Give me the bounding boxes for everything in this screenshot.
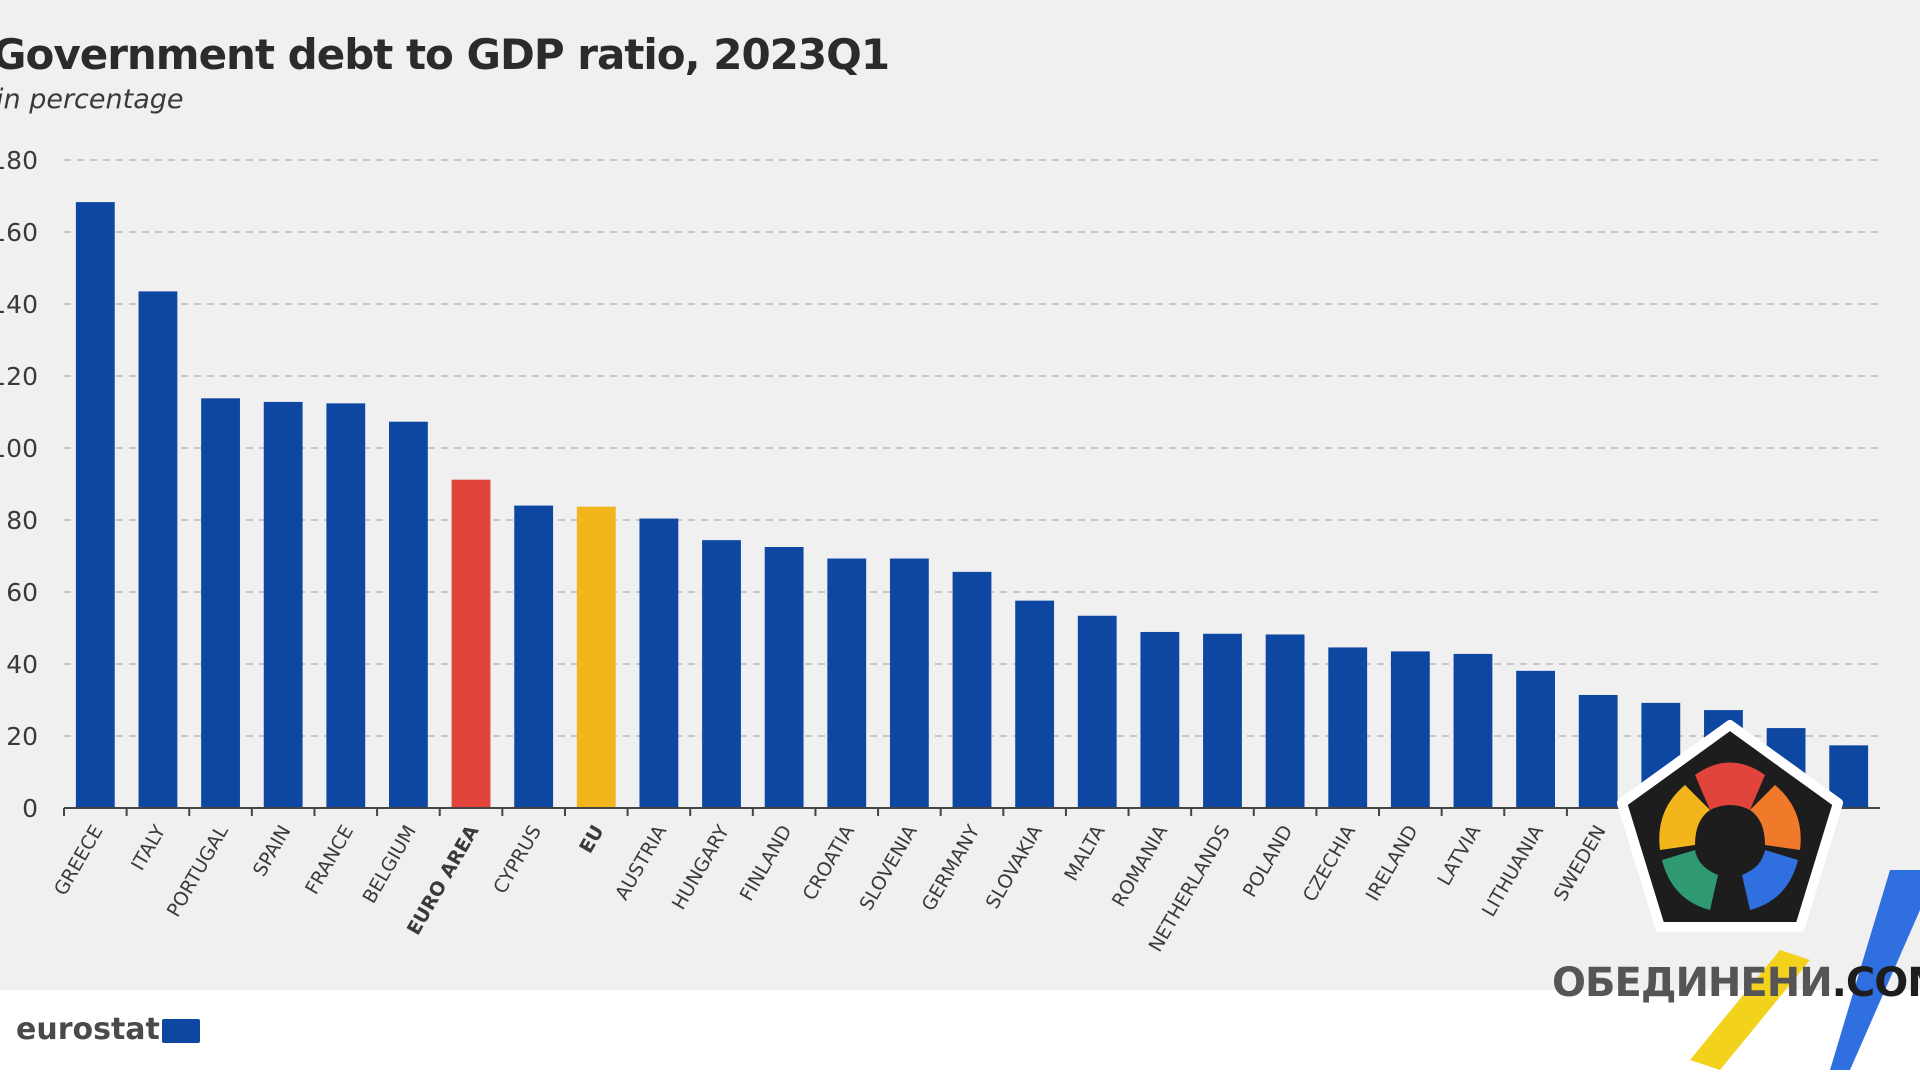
bar (263, 401, 303, 808)
x-tick-label: ROMANIA (1108, 822, 1172, 911)
bar (1328, 647, 1368, 808)
x-tick-label: CZECHIA (1299, 822, 1360, 906)
bar (1140, 631, 1180, 808)
y-tick-label: 80 (6, 506, 38, 535)
y-tick-label: 180 (0, 146, 38, 175)
bar (1578, 694, 1618, 808)
bar (1015, 600, 1055, 808)
y-axis-tick-labels: 0 20 40 60 80 100 120 140 160 180 (0, 146, 38, 823)
x-tick-label: SPAIN (249, 822, 296, 881)
x-tick-label: LATVIA (1433, 821, 1485, 889)
y-tick-label: 140 (0, 290, 38, 319)
chart-title: Government debt to GDP ratio, 2023Q1 (0, 30, 890, 79)
x-tick-label: PORTUGAL (163, 821, 233, 921)
bar (952, 571, 992, 808)
x-tick-label: EU (575, 822, 608, 858)
y-tick-label: 160 (0, 218, 38, 247)
bar (514, 505, 554, 808)
chart-panel (0, 0, 1920, 990)
bar (326, 403, 366, 808)
bar (1265, 634, 1305, 808)
eurostat-logo: eurostat (16, 1012, 200, 1047)
x-tick-label: LITHUANIA (1478, 822, 1548, 921)
y-tick-label: 120 (0, 362, 38, 391)
x-tick-label: CROATIA (799, 822, 859, 905)
x-tick-label: IRELAND (1362, 822, 1423, 905)
bar (702, 540, 741, 808)
x-tick-label: AUSTRIA (611, 821, 671, 903)
x-tick-label: SLOVENIA (855, 821, 921, 914)
decorative-stripe (1830, 870, 1920, 1070)
bar (576, 506, 616, 808)
bar (1077, 615, 1117, 808)
y-tick-label: 0 (22, 794, 38, 823)
x-tick-label: FINLAND (736, 822, 797, 905)
y-tick-label: 20 (6, 722, 38, 751)
obedineni-logo-icon (1617, 720, 1843, 932)
x-tick-label: MALTA (1060, 822, 1109, 885)
bar (389, 421, 428, 808)
bar (764, 547, 804, 808)
x-tick-label: ITALY (127, 821, 170, 874)
watermark-suffix: .COM (1831, 960, 1920, 1006)
bar (138, 291, 178, 808)
x-tick-label: POLAND (1239, 822, 1298, 902)
bar (639, 518, 679, 808)
y-tick-label: 100 (0, 434, 38, 463)
bar (1203, 633, 1242, 808)
x-tick-label: CYPRUS (489, 822, 546, 898)
x-tick-label: HUNGARY (668, 821, 734, 914)
bar (451, 479, 491, 808)
y-tick-label: 60 (6, 578, 38, 607)
chart-subtitle: in percentage (0, 84, 184, 115)
bar (1516, 670, 1555, 808)
bar (75, 202, 115, 808)
bar (1390, 651, 1430, 808)
x-tick-label: BELGIUM (359, 822, 421, 908)
decorative-stripe-yellow (1690, 950, 1810, 1070)
gridlines (64, 159, 1880, 737)
bar (889, 558, 929, 808)
bar (201, 398, 240, 808)
x-tick-label: FRANCE (301, 822, 358, 899)
x-tick-label: SLOVAKIA (982, 822, 1047, 913)
watermark-text: ОБЕДИНЕНИ.COM (1552, 960, 1920, 1006)
watermark-name: ОБЕДИНЕНИ (1552, 960, 1833, 1006)
eurostat-logo-text: eurostat (16, 1012, 160, 1047)
x-tick-label: GREECE (50, 822, 108, 900)
x-axis (63, 807, 1880, 816)
bar (1453, 653, 1493, 808)
eu-flag-icon (161, 1018, 200, 1043)
y-tick-label: 40 (6, 650, 38, 679)
x-tick-label: GERMANY (918, 821, 985, 915)
bar (827, 558, 867, 808)
